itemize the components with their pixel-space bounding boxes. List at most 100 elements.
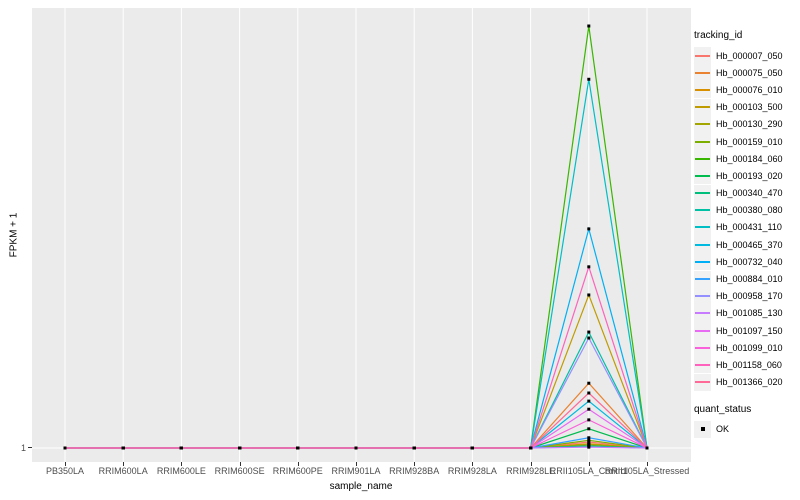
legend-key-line-icon <box>694 98 711 116</box>
legend-color-line <box>695 54 710 57</box>
legend-key-line-icon <box>694 339 711 357</box>
legend-item: Hb_000076_010 <box>694 81 798 99</box>
legend-key-line-icon <box>694 322 711 340</box>
data-point <box>587 407 591 411</box>
legend-key-line-icon <box>694 64 711 82</box>
legend-item-label: Hb_001158_060 <box>716 359 782 370</box>
legend-item-label: Hb_000380_080 <box>716 205 783 216</box>
legend-key-line-icon <box>694 115 711 133</box>
data-point <box>63 446 67 450</box>
legend-item-label: Hb_001085_130 <box>716 308 783 319</box>
legend-color-line <box>695 363 710 366</box>
x-tick-mark <box>472 462 474 466</box>
legend-key-line-icon <box>694 150 711 168</box>
legend-item: Hb_000732_040 <box>694 253 798 271</box>
legend-key-point-icon <box>694 420 711 438</box>
legend-items: Hb_000007_050 Hb_000075_050 Hb_000076_010 H… <box>694 47 798 391</box>
legend-item-label: Hb_000958_170 <box>716 291 783 302</box>
legend-item-label: Hb_001099_010 <box>716 342 783 353</box>
legend-title-tracking-id: tracking_id <box>694 30 743 41</box>
plot-lines <box>32 8 691 462</box>
legend-key-line-icon <box>694 373 711 391</box>
legend-item: Hb_000958_170 <box>694 287 798 305</box>
legend-item: Hb_001158_060 <box>694 356 798 374</box>
legend-title-quant-status: quant_status <box>694 403 752 415</box>
y-axis-title: FPKM + 1 <box>8 212 20 258</box>
legend-key-line-icon <box>694 184 711 202</box>
plot-panel <box>32 8 691 462</box>
x-tick-label: PB350LA <box>45 466 85 476</box>
legend-color-line <box>695 71 710 74</box>
legend-item: Hb_000075_050 <box>694 64 798 82</box>
legend-item-label: Hb_000193_020 <box>716 170 783 181</box>
x-tick-mark <box>65 462 66 466</box>
legend-item: Hb_001366_020 <box>694 373 798 391</box>
x-tick-mark <box>414 462 416 466</box>
data-point <box>587 427 591 431</box>
legend-color-line <box>695 174 710 177</box>
legend-item-label: OK <box>716 424 730 435</box>
legend-color-line <box>695 295 710 298</box>
x-tick-label: RRIM600PE <box>272 466 323 476</box>
legend-key-line-icon <box>694 167 711 185</box>
legend-item: Hb_000340_470 <box>694 184 798 202</box>
legend-color-line <box>695 329 710 332</box>
legend-key-line-icon <box>694 236 711 254</box>
square-point-icon <box>700 427 705 432</box>
data-point <box>645 446 649 450</box>
data-point <box>587 438 591 442</box>
legend-item-label: Hb_000103_500 <box>716 102 783 113</box>
legend-item-label: Hb_000130_290 <box>716 119 783 130</box>
legend-item: Hb_000159_010 <box>694 133 798 151</box>
data-point <box>587 399 591 403</box>
legend-item: Hb_000380_080 <box>694 201 798 219</box>
data-point <box>587 436 591 440</box>
data-point <box>587 24 591 28</box>
data-point <box>587 336 591 340</box>
data-point <box>412 446 416 450</box>
legend-color-line <box>695 106 710 109</box>
x-tick-mark <box>297 462 299 466</box>
data-point <box>470 446 474 450</box>
legend-item: Hb_000184_060 <box>694 150 798 168</box>
legend-key-line-icon <box>694 356 711 374</box>
data-point <box>587 330 591 334</box>
x-tick-mark <box>647 462 648 466</box>
legend-item: Hb_001099_010 <box>694 339 798 357</box>
legend-item-label: Hb_000732_040 <box>716 256 783 267</box>
legend-item: Hb_000103_500 <box>694 98 798 116</box>
legend-color-line <box>695 88 710 91</box>
legend-key-line-icon <box>694 287 711 305</box>
legend-color-line <box>695 192 710 195</box>
y-tick-mark <box>28 447 32 448</box>
legend-color-line <box>695 226 710 229</box>
legend-color-line <box>695 260 710 263</box>
legend-item-label: Hb_000159_010 <box>716 136 783 147</box>
legend-color-line <box>695 140 710 143</box>
x-tick-label: RRII105LA_Stressed <box>604 466 690 476</box>
x-tick-mark <box>588 462 590 466</box>
legend-item: Hb_001085_130 <box>694 304 798 322</box>
data-point <box>296 446 300 450</box>
legend-key-line-icon <box>694 201 711 219</box>
legend-color-line <box>695 278 710 281</box>
x-tick-label: RRIM928LE <box>506 466 556 476</box>
x-tick-mark <box>123 462 125 466</box>
data-point <box>587 391 591 395</box>
x-tick-mark <box>530 462 532 466</box>
legend-item-label: Hb_000184_060 <box>716 153 783 164</box>
legend-item-label: Hb_000465_370 <box>716 239 783 250</box>
legend-item-label: Hb_000076_010 <box>716 84 783 95</box>
legend-item-label: Hb_001097_150 <box>716 325 783 336</box>
x-tick-label: RRII105LA_Control <box>549 466 628 476</box>
legend-color-line <box>695 312 710 315</box>
legend-color-line <box>695 381 710 384</box>
data-point <box>587 293 591 297</box>
legend-item: Hb_000007_050 <box>694 47 798 65</box>
y-tick-label: 1 <box>20 443 26 453</box>
x-tick-mark <box>181 462 183 466</box>
x-tick-label: RRIM928LA <box>447 466 497 476</box>
legend-color-line <box>695 209 710 212</box>
legend-color-line <box>695 123 710 126</box>
legend-item-label: Hb_000431_110 <box>716 222 782 233</box>
